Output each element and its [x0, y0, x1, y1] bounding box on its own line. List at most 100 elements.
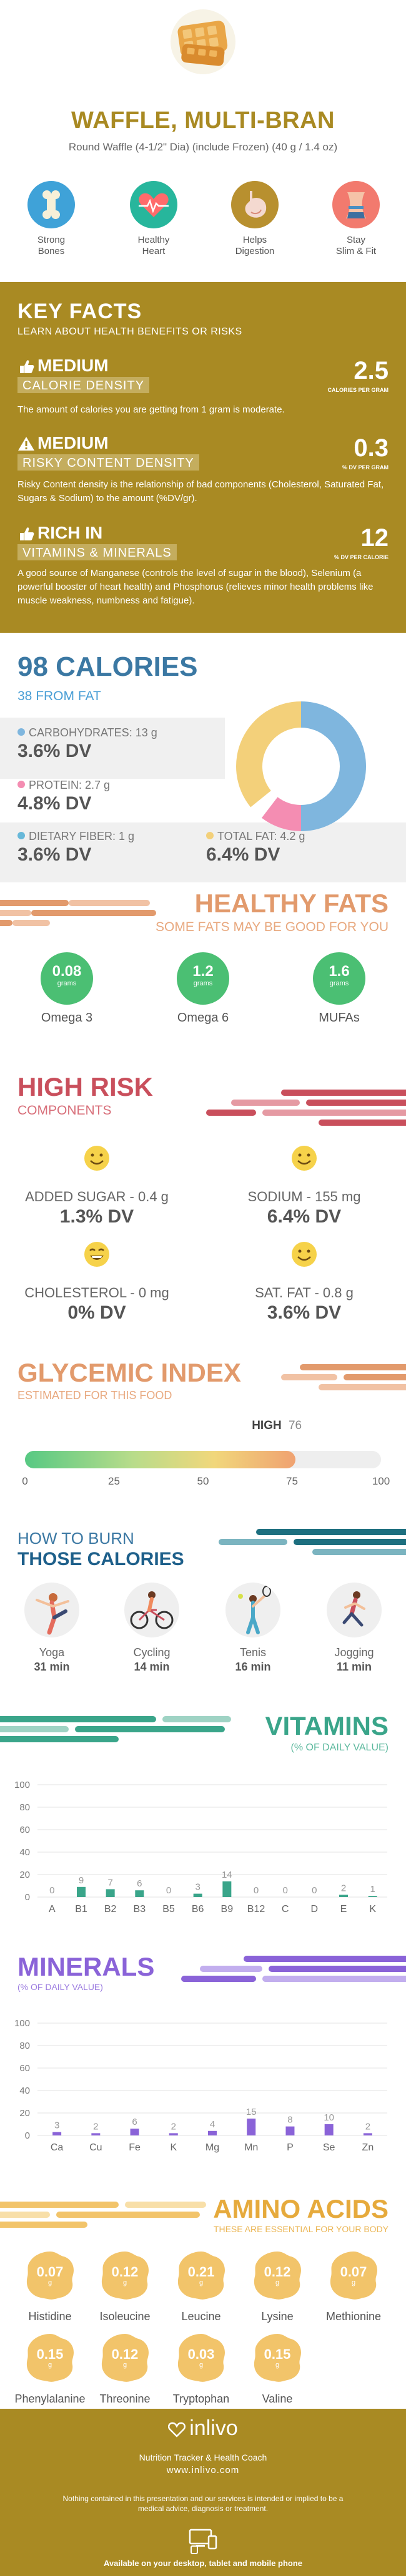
fat-unit: grams — [193, 980, 213, 987]
amino-unit: g — [47, 2361, 52, 2369]
risk-dv: 0% DV — [67, 1302, 126, 1323]
risk-dv: 1.3% DV — [59, 1206, 134, 1227]
amino-value: 0.07 — [36, 2264, 64, 2280]
bar-value-label: 2 — [341, 1883, 346, 1893]
amino-valine: 0.15 g Valine — [240, 2331, 315, 2406]
amino-badge: 0.21 g — [175, 2249, 227, 2301]
blob-shape — [177, 2334, 225, 2382]
waffle-icon — [171, 9, 235, 74]
blob-shape — [254, 2252, 301, 2300]
activity-cycling: Cycling 14 min — [117, 1583, 186, 1674]
amino-histidine: 0.07 g Histidine — [12, 2249, 87, 2323]
blob-shape — [101, 2334, 149, 2382]
grin-icon — [84, 1242, 109, 1267]
amino-badge: 0.12 g — [99, 2331, 151, 2384]
blob-shape — [177, 2252, 225, 2300]
x-tick-label: B2 — [104, 1904, 117, 1915]
bar-value-label: 2 — [365, 2121, 370, 2132]
risk-label: CHOLESTEROL - 0 mg — [24, 1285, 169, 1300]
macro-carbohydrates-row — [0, 718, 225, 779]
key-facts-section: KEY FACTS LEARN ABOUT HEALTH BENEFITS OR… — [0, 282, 406, 633]
burn-stripes — [219, 1525, 406, 1569]
disclaimer: Nothing contained in this presentation a… — [62, 2494, 344, 2513]
risk-dv: 3.6% DV — [267, 1302, 342, 1323]
bar-fe — [130, 2129, 139, 2135]
benefit-label: Stay Slim & Fit — [335, 235, 377, 256]
glycemic-tick: 25 — [108, 1475, 120, 1487]
macro-bottom-row — [0, 822, 406, 882]
amino-name: Isoleucine — [99, 2310, 151, 2323]
healthy-fats-title: HEALTHY FATS — [194, 889, 389, 918]
devices-icon — [189, 2529, 217, 2554]
y-tick-label: 100 — [14, 2018, 30, 2029]
x-tick-label: B12 — [247, 1904, 265, 1915]
amino-name: Threonine — [99, 2393, 151, 2405]
fat-name: Omega 3 — [41, 1011, 93, 1025]
amino-name: Lysine — [261, 2310, 294, 2323]
minerals-stripes — [181, 1952, 406, 1989]
legend-dot — [17, 832, 25, 840]
x-tick-label: B9 — [221, 1904, 234, 1915]
bar-value-label: 2 — [93, 2121, 98, 2132]
fat-value: 1.6 — [329, 963, 350, 980]
x-tick-label: K — [170, 2142, 177, 2153]
x-tick-label: Mg — [205, 2142, 219, 2153]
risk-label: ADDED SUGAR - 0.4 g — [25, 1189, 169, 1204]
tennis-icon — [225, 1583, 280, 1637]
amino-threonine: 0.12 g Threonine — [87, 2331, 162, 2406]
y-tick-label: 60 — [19, 1825, 30, 1835]
activity-time: 11 min — [336, 1661, 372, 1673]
amino-name: Methionine — [325, 2310, 382, 2323]
x-tick-label: C — [282, 1904, 289, 1915]
minerals-title: MINERALS — [17, 1952, 155, 1981]
legend-dot — [206, 832, 214, 840]
risk-added-sugar: ADDED SUGAR - 0.4 g 1.3% DV — [19, 1144, 175, 1227]
glycemic-level-text: HIGH — [252, 1419, 282, 1432]
amino-value: 0.07 — [340, 2264, 367, 2280]
key-fact-label: RISKY CONTENT DENSITY — [17, 454, 199, 471]
glycemic-bar-fill — [25, 1451, 296, 1468]
fat-omega-3: 0.08 grams Omega 3 — [26, 952, 107, 1025]
vitamins-subtitle: (% OF DAILY VALUE) — [290, 1742, 389, 1753]
macro-dv: 3.6% DV — [17, 741, 92, 761]
x-tick-label: Se — [323, 2142, 335, 2153]
bar-k — [169, 2133, 178, 2135]
fat-name: Omega 6 — [177, 1011, 229, 1025]
bar-e — [339, 1895, 348, 1897]
activity-time: 31 min — [34, 1661, 70, 1673]
blob-shape — [254, 2334, 301, 2382]
brand-url[interactable]: www.inlivo.com — [166, 2465, 240, 2476]
serving-size: Round Waffle (4-1/2" Dia) (include Froze… — [68, 141, 338, 153]
y-tick-label: 20 — [19, 2108, 30, 2119]
amino-value: 0.21 — [187, 2264, 215, 2280]
key-fact-value: 12 — [360, 524, 389, 552]
x-tick-label: Fe — [129, 2142, 141, 2153]
smiley-icon — [84, 1146, 109, 1171]
key-fact-description: A good source of Manganese (controls the… — [17, 568, 374, 606]
stomach-icon — [231, 181, 279, 228]
minerals-chart: 0 20 40 60 80 100 3 Ca 2 Cu 6 Fe 2 K 4 Mg 15 Mn 8 P 10 Se 2 Zn — [0, 2017, 406, 2160]
x-tick-label: Zn — [362, 2142, 374, 2153]
bar-se — [324, 2124, 334, 2135]
amino-name: Phenylalanine — [14, 2393, 86, 2405]
key-fact-level: MEDIUM — [37, 356, 109, 375]
amino-unit: g — [351, 2279, 356, 2286]
heart-icon — [130, 181, 177, 228]
high-risk-title: HIGH RISK — [17, 1072, 154, 1101]
yoga-icon — [24, 1583, 79, 1637]
burn-title-line1: HOW TO BURN — [17, 1529, 134, 1548]
vitamins-bar-chart: 0 20 40 60 80 100 0 A 9 B1 7 B2 6 B3 0 B5 3 B6 14 B9 0 B12 0 C 0… — [14, 1780, 387, 1915]
bar-mg — [208, 2130, 217, 2135]
amino-name: Valine — [262, 2393, 293, 2405]
bar-b1 — [77, 1886, 86, 1897]
risk-label: SAT. FAT - 0.8 g — [255, 1285, 354, 1300]
benefit-healthy-heart: Healthy Heart — [116, 181, 191, 257]
y-tick-label: 100 — [14, 1780, 30, 1790]
blob-shape — [26, 2252, 74, 2300]
risk-sodium: SODIUM - 155 mg 6.4% DV — [226, 1144, 382, 1227]
bar-mn — [247, 2119, 256, 2135]
y-tick-label: 80 — [19, 1802, 30, 1813]
fat-unit: grams — [329, 980, 349, 987]
x-tick-label: B6 — [192, 1904, 204, 1915]
healthy-fats-stripes — [0, 896, 406, 940]
